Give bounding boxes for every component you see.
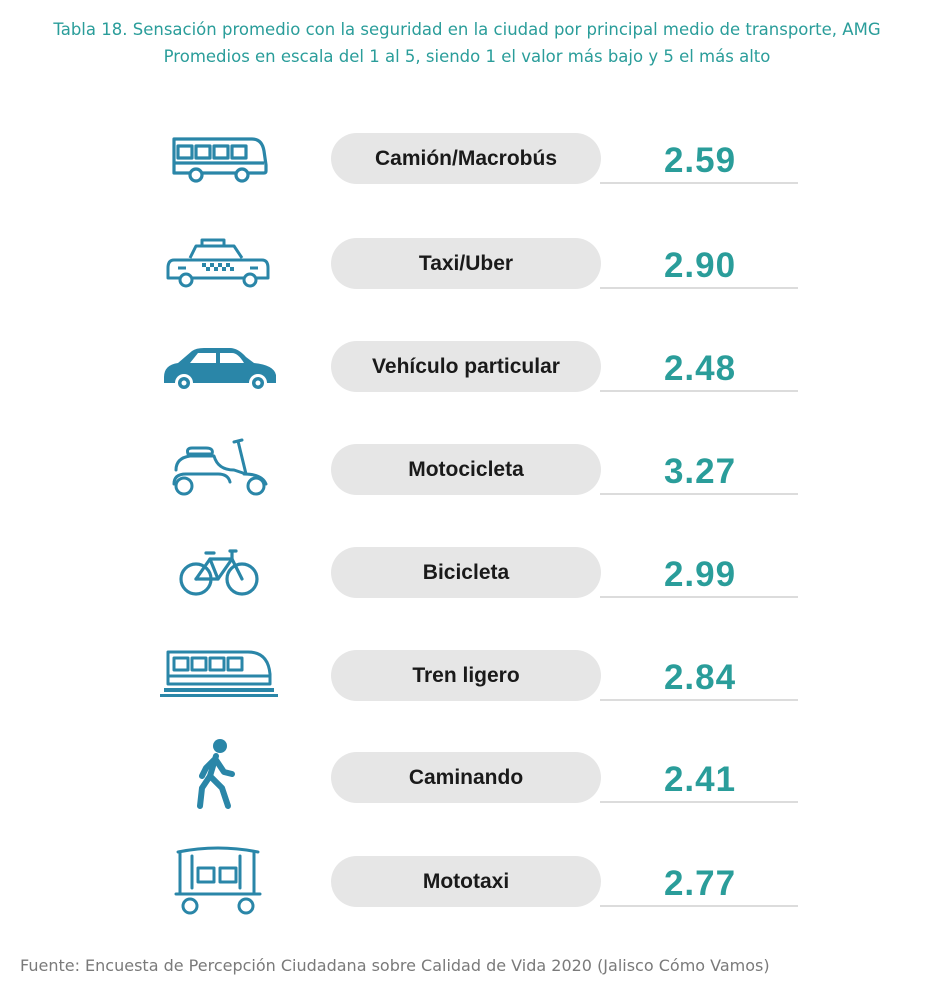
transport-label: Vehículo particular [331,341,601,392]
score-value: 2.48 [663,349,737,388]
score-value: 2.99 [663,555,737,594]
bicycle-icon [158,547,278,607]
list-item: Tren ligero 2.84 [0,650,934,754]
list-item: Motocicleta 3.27 [0,438,934,548]
divider [600,801,798,803]
list-item: Taxi/Uber 2.90 [0,238,934,342]
scooter-icon [158,434,278,504]
list-item: Bicicleta 2.99 [0,547,934,651]
divider [600,287,798,289]
score-value: 2.41 [663,760,737,799]
mototaxi-icon [158,846,278,918]
list-item: Caminando 2.41 [0,739,934,856]
divider [600,182,798,184]
divider [600,493,798,495]
pedestrian-icon [158,738,278,812]
score-value: 2.90 [663,246,737,285]
title-line-1: Tabla 18. Sensación promedio con la segu… [53,20,881,39]
transport-label: Bicicleta [331,547,601,598]
taxi-icon [158,238,278,298]
score-value: 2.77 [663,864,737,903]
bus-icon [158,133,278,193]
score-value: 3.27 [663,452,737,491]
list-item: Camión/Macrobús 2.59 [0,133,934,237]
transport-label: Tren ligero [331,650,601,701]
transport-label: Caminando [331,752,601,803]
divider [600,596,798,598]
score-value: 2.59 [663,141,737,180]
list-item: Vehículo particular 2.48 [0,341,934,445]
transport-label: Mototaxi [331,856,601,907]
list-item: Mototaxi 2.77 [0,846,934,960]
title-line-2: Promedios en escala del 1 al 5, siendo 1… [163,47,771,66]
transport-label: Taxi/Uber [331,238,601,289]
train-icon [158,650,278,710]
divider [600,905,798,907]
score-value: 2.84 [663,658,737,697]
divider [600,699,798,701]
transport-label: Camión/Macrobús [331,133,601,184]
source-note: Fuente: Encuesta de Percepción Ciudadana… [20,956,770,975]
car-icon [158,341,278,401]
transport-label: Motocicleta [331,444,601,495]
divider [600,390,798,392]
table-title: Tabla 18. Sensación promedio con la segu… [0,16,934,70]
